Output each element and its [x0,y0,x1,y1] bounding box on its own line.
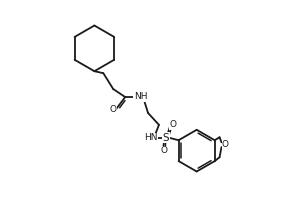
Text: NH: NH [134,92,147,101]
Text: O: O [222,140,229,149]
Text: O: O [169,120,176,129]
Text: S: S [163,133,169,143]
Text: O: O [160,146,167,155]
Text: HN: HN [144,133,158,142]
Text: O: O [109,105,116,114]
